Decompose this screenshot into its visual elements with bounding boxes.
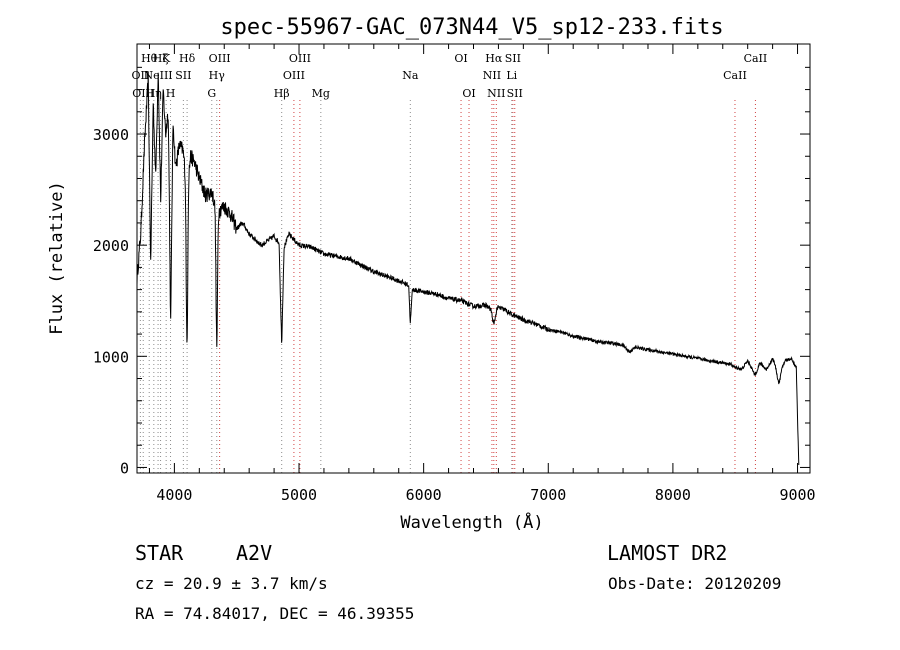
spectrum-line bbox=[136, 71, 800, 466]
coordinates: RA = 74.84017, DEC = 46.39355 bbox=[135, 604, 415, 623]
line-marker-label: OIII bbox=[209, 52, 231, 65]
x-axis-ticks: 4000 5000 6000 7000 8000 9000 bbox=[148, 44, 816, 504]
line-marker-label: NII bbox=[483, 69, 501, 82]
y-tick-label: 1000 bbox=[93, 348, 129, 366]
line-marker-label: SII bbox=[505, 52, 521, 65]
line-markers: OIIOIIIHθHηNeIIIHζKHSIIHδGHγOIIIHβOIIIOI… bbox=[132, 52, 768, 473]
y-axis-label: Flux (relative) bbox=[47, 181, 67, 335]
line-marker-label: Mg bbox=[312, 87, 330, 100]
y-tick-label: 0 bbox=[120, 459, 129, 477]
line-marker-label: NII bbox=[487, 87, 505, 100]
object-class: STAR bbox=[135, 541, 184, 565]
x-tick-label: 5000 bbox=[281, 486, 317, 504]
line-marker-label: Hζ bbox=[153, 52, 169, 65]
x-tick-label: 8000 bbox=[655, 486, 691, 504]
y-axis-ticks: 0 1000 2000 3000 bbox=[93, 66, 810, 477]
x-tick-label: 4000 bbox=[156, 486, 192, 504]
line-marker-label: Hθ bbox=[141, 52, 158, 65]
line-marker-label: Hα bbox=[485, 52, 503, 65]
y-tick-label: 3000 bbox=[93, 126, 129, 144]
survey-name: LAMOST DR2 bbox=[607, 541, 728, 565]
line-marker-label: OI bbox=[462, 87, 475, 100]
line-marker-label: Na bbox=[402, 69, 419, 82]
line-marker-label: CaII bbox=[723, 69, 747, 82]
spectral-subclass: A2V bbox=[236, 541, 273, 565]
line-marker-label: Hβ bbox=[274, 87, 290, 100]
chart-title: spec-55967-GAC_073N44_V5_sp12-233.fits bbox=[220, 15, 723, 40]
line-marker-label: Hγ bbox=[209, 69, 226, 82]
line-marker-label: G bbox=[207, 87, 216, 100]
x-tick-label: 6000 bbox=[406, 486, 442, 504]
observation-date: Obs-Date: 20120209 bbox=[608, 574, 782, 593]
line-marker-label: H bbox=[166, 87, 176, 100]
y-tick-label: 2000 bbox=[93, 237, 129, 255]
line-marker-label: SII bbox=[175, 69, 191, 82]
x-axis-label: Wavelength (Å) bbox=[400, 511, 543, 533]
line-marker-label: K bbox=[162, 52, 171, 65]
x-tick-label: 7000 bbox=[530, 486, 566, 504]
line-marker-label: OI bbox=[454, 52, 467, 65]
plot-frame bbox=[136, 43, 811, 474]
line-marker-label: Hδ bbox=[179, 52, 196, 65]
x-tick-label: 9000 bbox=[779, 486, 815, 504]
line-marker-label: OII bbox=[132, 69, 150, 82]
line-marker-label: CaII bbox=[744, 52, 768, 65]
line-marker-label: SII bbox=[507, 87, 523, 100]
redshift-value: cz = 20.9 ± 3.7 km/s bbox=[135, 574, 328, 593]
line-marker-label: Li bbox=[506, 69, 517, 82]
line-marker-label: OIII bbox=[289, 52, 311, 65]
line-marker-label: OIII bbox=[283, 69, 305, 82]
